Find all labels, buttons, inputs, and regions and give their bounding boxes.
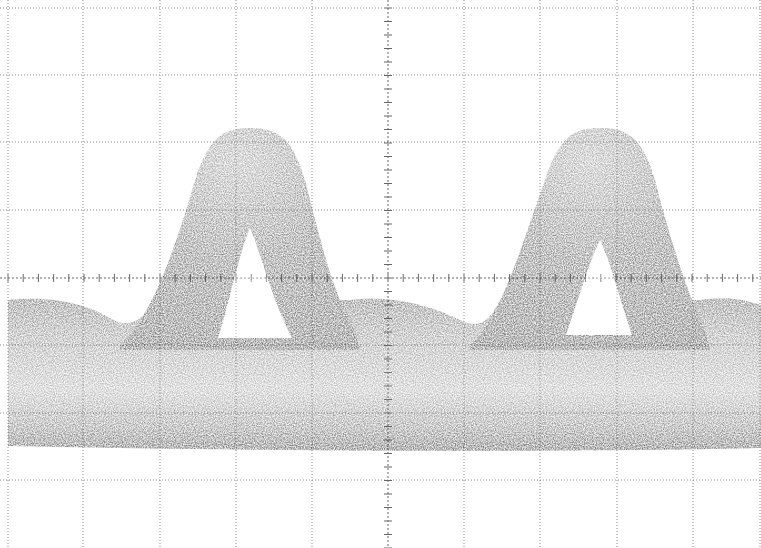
scope-screen <box>0 0 761 548</box>
